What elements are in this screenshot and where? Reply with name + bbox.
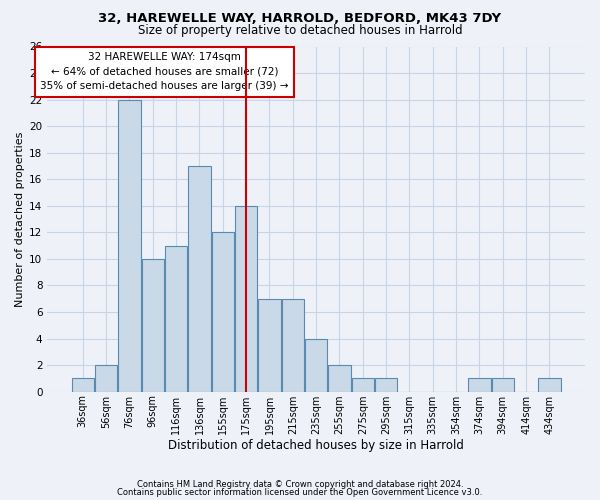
Bar xyxy=(352,378,374,392)
Y-axis label: Number of detached properties: Number of detached properties xyxy=(15,132,25,307)
Bar xyxy=(328,365,350,392)
X-axis label: Distribution of detached houses by size in Harrold: Distribution of detached houses by size … xyxy=(168,440,464,452)
Bar xyxy=(118,100,140,392)
Text: 32, HAREWELLE WAY, HARROLD, BEDFORD, MK43 7DY: 32, HAREWELLE WAY, HARROLD, BEDFORD, MK4… xyxy=(98,12,502,26)
Bar xyxy=(188,166,211,392)
Bar xyxy=(259,298,281,392)
Bar xyxy=(72,378,94,392)
Bar xyxy=(212,232,234,392)
Bar xyxy=(95,365,117,392)
Text: Size of property relative to detached houses in Harrold: Size of property relative to detached ho… xyxy=(137,24,463,37)
Bar xyxy=(538,378,560,392)
Bar xyxy=(469,378,491,392)
Bar xyxy=(492,378,514,392)
Text: Contains HM Land Registry data © Crown copyright and database right 2024.: Contains HM Land Registry data © Crown c… xyxy=(137,480,463,489)
Bar xyxy=(165,246,187,392)
Bar xyxy=(235,206,257,392)
Text: 32 HAREWELLE WAY: 174sqm
← 64% of detached houses are smaller (72)
35% of semi-d: 32 HAREWELLE WAY: 174sqm ← 64% of detach… xyxy=(40,52,289,92)
Bar xyxy=(375,378,397,392)
Bar xyxy=(305,338,327,392)
Text: Contains public sector information licensed under the Open Government Licence v3: Contains public sector information licen… xyxy=(118,488,482,497)
Bar xyxy=(282,298,304,392)
Bar xyxy=(142,259,164,392)
